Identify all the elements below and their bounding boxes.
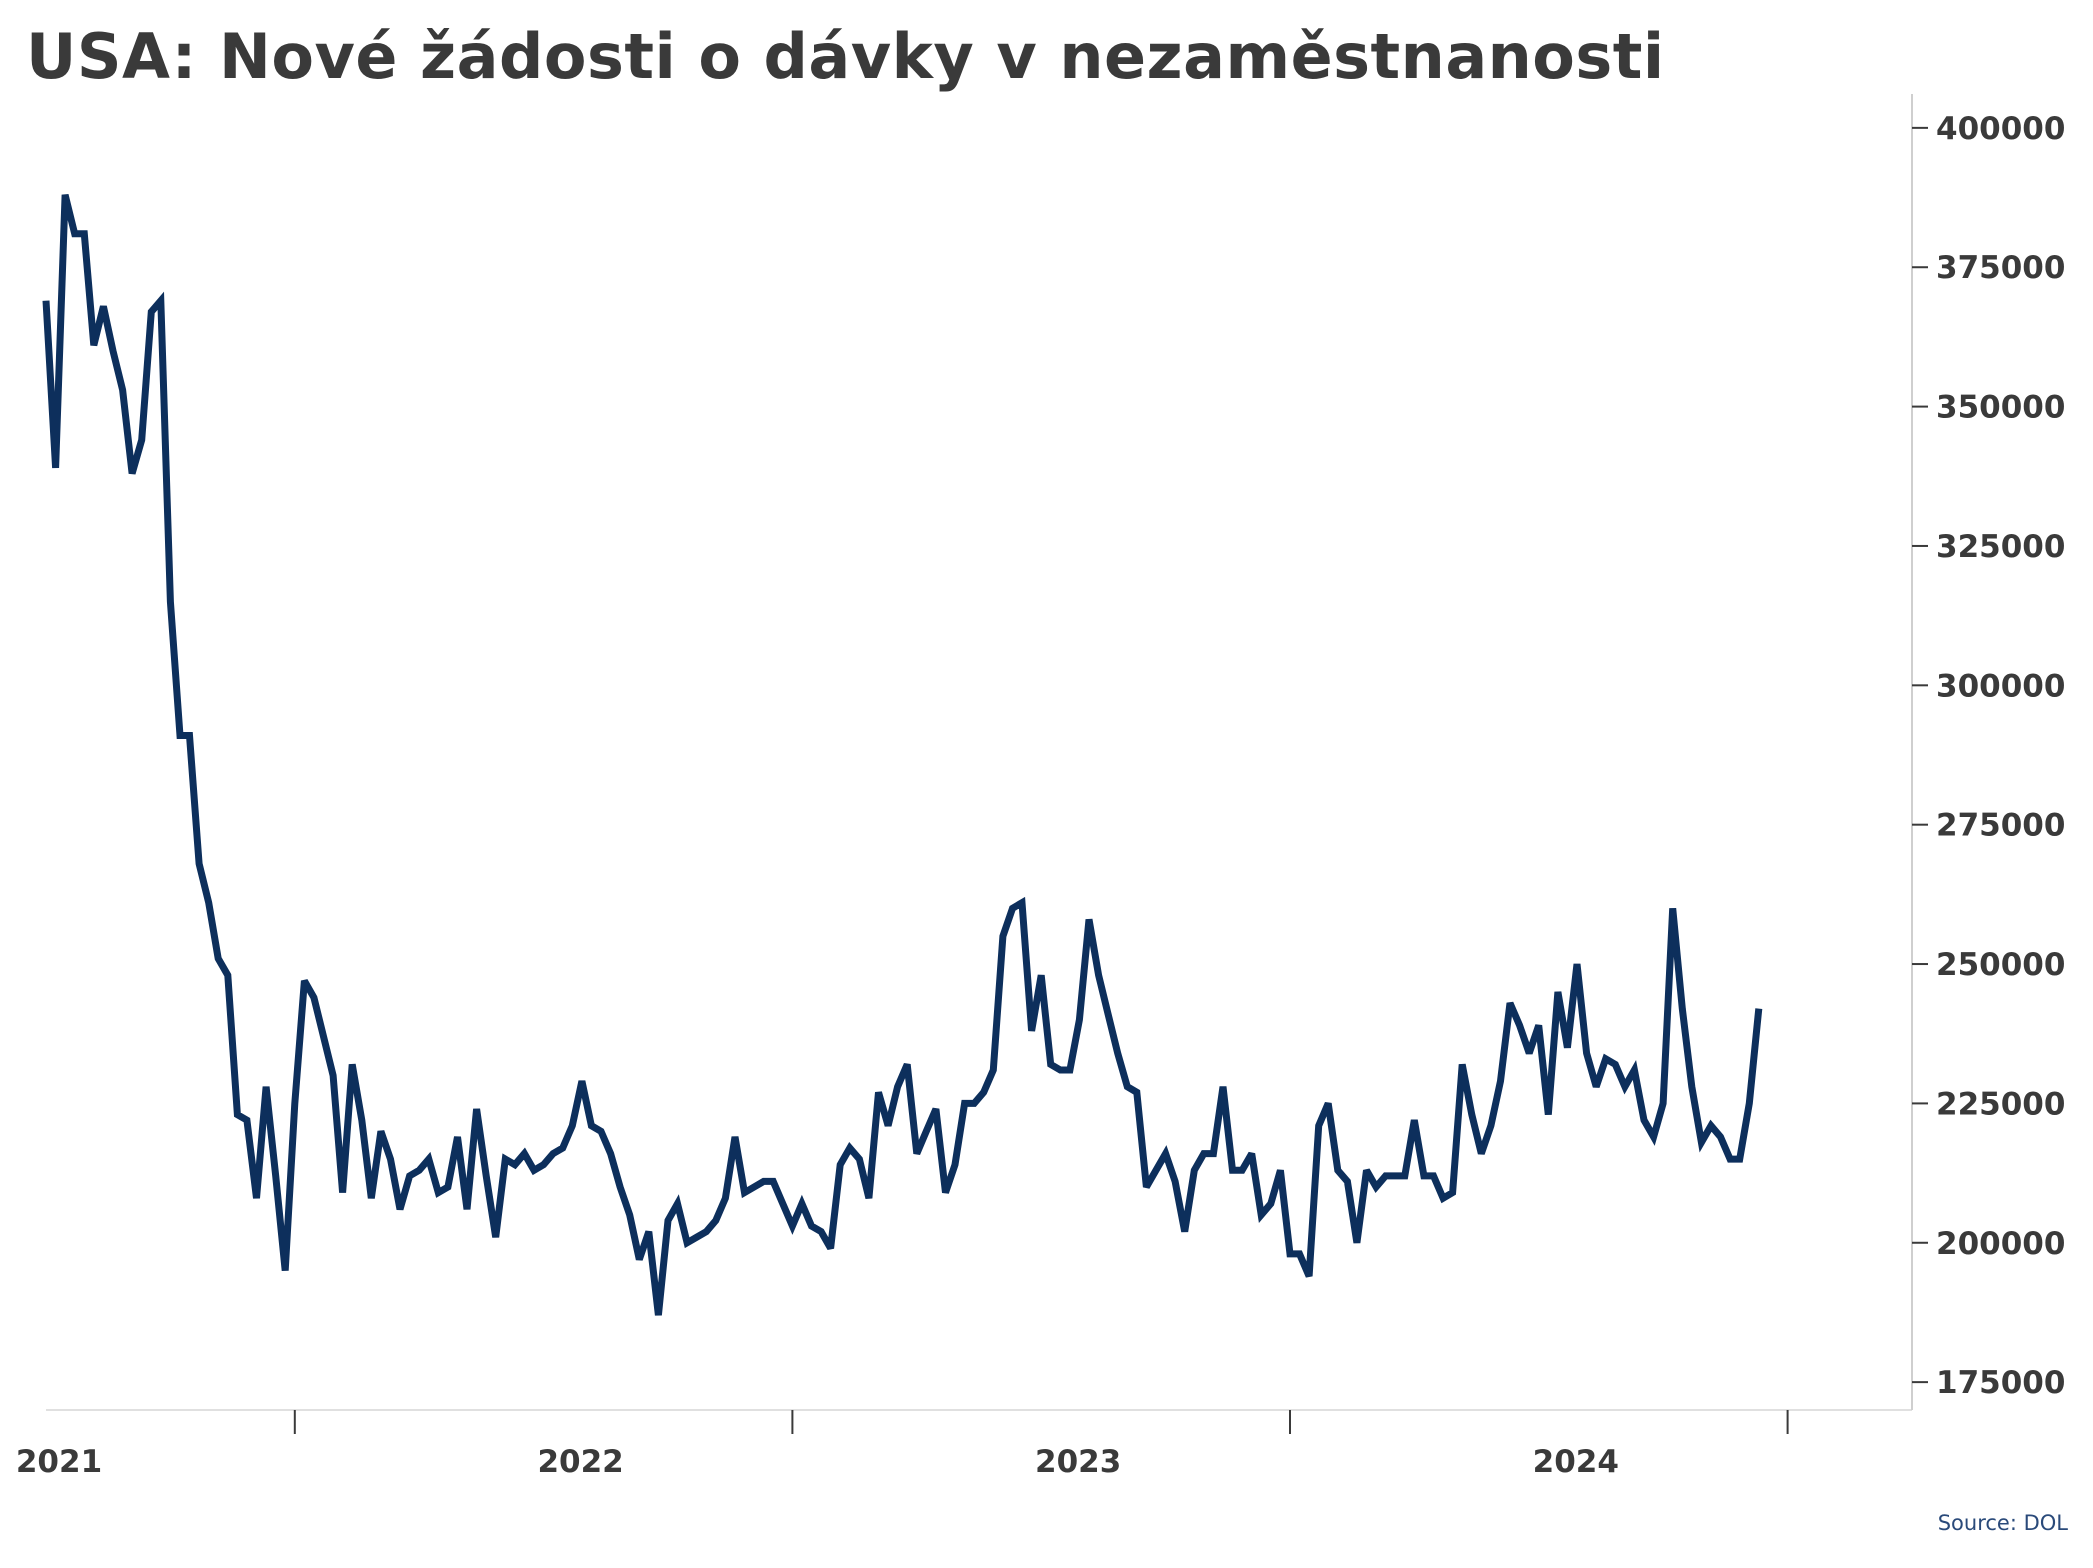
- series-line: [42, 193, 1763, 1316]
- y-tick-label: 275000: [1936, 808, 2065, 844]
- y-axis: 175000 200000 225000 250000 275000 300000 3250…: [1911, 94, 2065, 1410]
- y-tick-label: 400000: [1936, 111, 2065, 147]
- y-tick-label: 375000: [1936, 250, 2065, 286]
- x-tick-label: 2024: [1533, 1444, 1619, 1480]
- x-tick-label: 2021: [16, 1444, 102, 1480]
- y-tick-label: 175000: [1936, 1365, 2065, 1401]
- chart-title: USA: Nové žádosti o dávky v nezaměstnano…: [26, 20, 1665, 93]
- y-tick-label: 350000: [1936, 390, 2065, 426]
- x-tick-label: 2023: [1035, 1444, 1121, 1480]
- y-tick-label: 200000: [1936, 1226, 2065, 1262]
- y-tick-label: 225000: [1936, 1086, 2065, 1122]
- source-label: Source: DOL: [1938, 1511, 2069, 1535]
- y-tick-label: 325000: [1936, 529, 2065, 565]
- x-tick-label: 2022: [537, 1444, 623, 1480]
- x-axis: 2021 2022 2023 2024: [16, 1409, 1912, 1480]
- y-tick-label: 250000: [1936, 947, 2065, 983]
- series-layer: [42, 193, 1763, 1316]
- y-tick-label: 300000: [1936, 668, 2065, 704]
